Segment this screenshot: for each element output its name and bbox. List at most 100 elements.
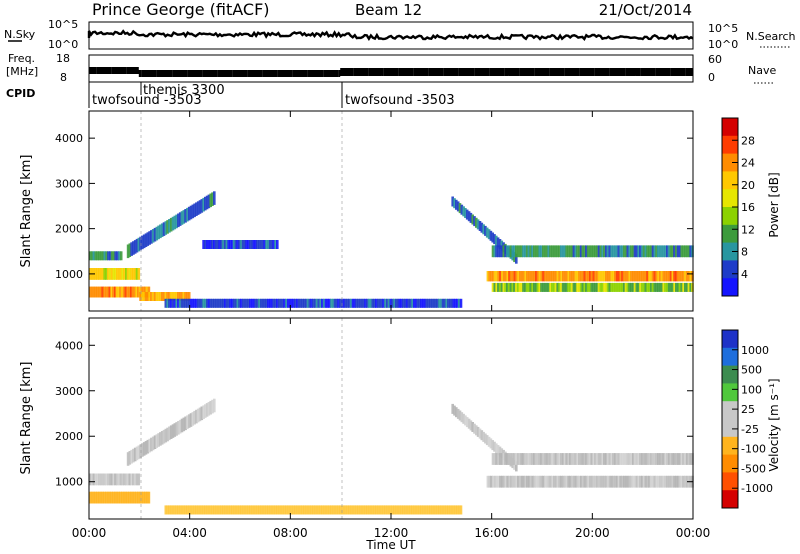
velocity-mark xyxy=(213,398,216,413)
velocity-mark xyxy=(213,505,216,515)
velocity-mark xyxy=(581,475,585,488)
power-mark xyxy=(326,298,330,308)
power-mark xyxy=(182,292,186,301)
velocity-mark xyxy=(103,491,106,504)
velocity-mark xyxy=(628,475,631,488)
velocity-mark xyxy=(639,453,642,465)
velocity-mark xyxy=(489,438,493,449)
power-mark xyxy=(456,201,460,212)
velocity-mark xyxy=(542,453,545,465)
velocity-mark xyxy=(355,505,358,515)
power-mark xyxy=(105,251,108,261)
power-mark xyxy=(518,282,522,292)
velocity-mark xyxy=(569,475,572,488)
velocity-mark xyxy=(570,453,574,465)
velocity-mark xyxy=(626,453,630,465)
velocity-colorbar-swatch xyxy=(722,436,738,456)
velocity-mark xyxy=(657,475,660,488)
power-mark xyxy=(680,245,683,258)
power-mark xyxy=(488,271,491,282)
power-mark xyxy=(655,245,658,258)
power-mark xyxy=(562,271,565,282)
power-mark xyxy=(533,271,536,282)
power-mark xyxy=(160,223,164,237)
power-mark xyxy=(119,286,122,298)
velocity-mark xyxy=(453,405,456,416)
power-mark xyxy=(542,245,545,258)
power-mark xyxy=(180,298,184,308)
power-mark xyxy=(151,229,155,243)
velocity-mark xyxy=(137,445,141,460)
power-mark xyxy=(558,271,561,282)
power-mark xyxy=(443,298,447,308)
power-mark xyxy=(667,282,671,292)
power-mark xyxy=(252,240,256,249)
power-mark xyxy=(569,282,572,292)
power-y-tick-label: 1000 xyxy=(55,268,83,281)
velocity-mark xyxy=(547,475,551,488)
power-mark xyxy=(630,282,633,292)
power-mark xyxy=(646,271,649,282)
velocity-mark xyxy=(164,428,168,443)
power-mark xyxy=(493,271,497,282)
power-mark xyxy=(231,298,234,308)
power-mark xyxy=(644,282,648,292)
power-mark xyxy=(378,298,382,308)
power-mark xyxy=(277,298,281,308)
power-mark xyxy=(583,245,586,258)
velocity-mark xyxy=(649,453,653,465)
power-mark xyxy=(101,251,105,261)
velocity-mark xyxy=(346,505,349,515)
power-mark xyxy=(572,245,576,258)
noise-left-tick-top: 10^5 xyxy=(48,18,78,31)
power-mark xyxy=(313,298,317,308)
velocity-mark xyxy=(493,475,497,488)
power-y-tick-label: 2000 xyxy=(55,223,83,236)
velocity-mark xyxy=(662,453,665,465)
velocity-mark xyxy=(545,453,549,465)
velocity-mark xyxy=(451,403,454,414)
power-mark xyxy=(682,271,685,282)
power-mark xyxy=(682,245,685,258)
power-mark xyxy=(590,271,594,282)
velocity-mark xyxy=(308,505,312,515)
power-mark xyxy=(632,271,635,282)
velocity-mark xyxy=(119,491,122,504)
velocity-mark xyxy=(527,453,531,465)
power-mark xyxy=(628,271,631,282)
power-mark xyxy=(187,206,191,221)
power-mark xyxy=(218,240,221,249)
power-mark xyxy=(492,271,495,282)
power-mark xyxy=(198,200,202,214)
power-mark xyxy=(610,271,614,282)
power-mark xyxy=(180,292,184,301)
power-mark xyxy=(344,298,348,308)
velocity-colorbar-tick-label: 1000 xyxy=(741,344,769,357)
power-mark xyxy=(122,286,126,298)
velocity-mark xyxy=(561,453,565,465)
power-mark xyxy=(238,298,241,308)
power-mark xyxy=(594,282,597,292)
date-label: 21/Oct/2014 xyxy=(599,1,692,19)
power-mark xyxy=(599,245,603,258)
power-mark xyxy=(193,203,196,218)
power-mark xyxy=(586,282,590,292)
power-mark xyxy=(678,245,682,258)
velocity-mark xyxy=(495,475,499,488)
power-mark xyxy=(596,271,599,282)
velocity-mark xyxy=(429,505,432,515)
velocity-mark xyxy=(471,422,474,432)
velocity-mark xyxy=(153,435,157,449)
power-mark xyxy=(166,298,169,308)
power-mark xyxy=(294,298,297,308)
power-mark xyxy=(121,286,124,298)
velocity-mark xyxy=(168,505,171,515)
power-mark xyxy=(657,245,660,258)
velocity-mark xyxy=(403,505,407,515)
power-mark xyxy=(150,292,153,301)
power-mark xyxy=(495,271,499,282)
power-mark xyxy=(551,271,554,282)
velocity-mark xyxy=(106,491,110,504)
velocity-mark xyxy=(195,505,198,515)
velocity-mark xyxy=(623,475,626,488)
